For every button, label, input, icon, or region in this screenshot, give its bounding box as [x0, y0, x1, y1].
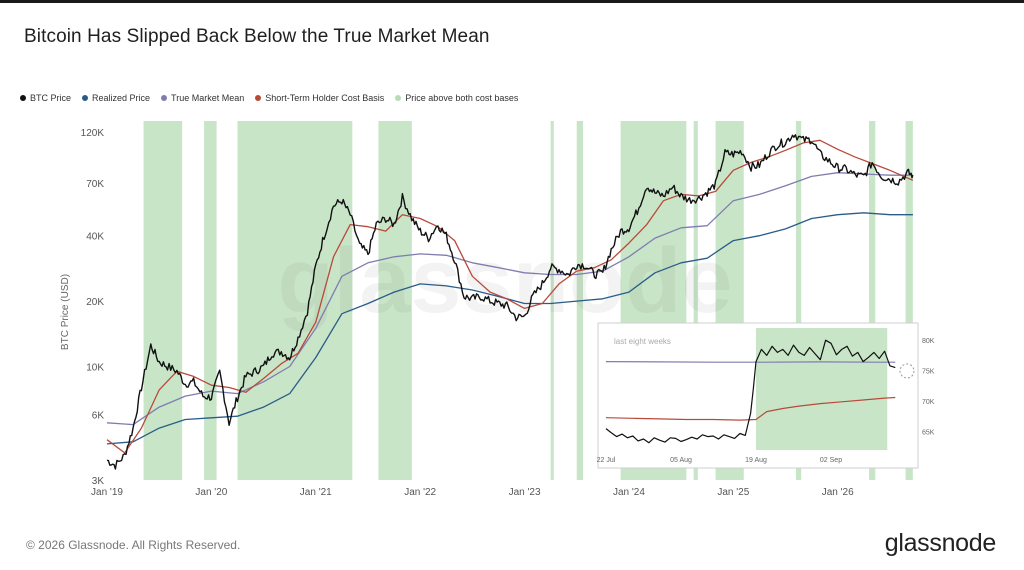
legend-marker-icon — [20, 95, 26, 101]
legend-item[interactable]: True Market Mean — [161, 93, 244, 103]
shaded-region — [237, 121, 353, 480]
x-tick-label: Jan '26 — [822, 487, 854, 498]
inset-y-tick-label: 70K — [922, 399, 935, 406]
legend-item[interactable]: BTC Price — [20, 93, 71, 103]
y-tick-label: 10K — [86, 362, 104, 373]
y-tick-label: 40K — [86, 232, 104, 243]
legend-label: BTC Price — [30, 93, 72, 103]
x-tick-label: Jan '22 — [404, 487, 436, 498]
shaded-region — [550, 121, 554, 480]
inset-y-tick-label: 65K — [922, 430, 935, 437]
inset-series-line — [605, 361, 896, 363]
legend-marker-icon — [395, 95, 402, 101]
inset-shaded-region — [756, 328, 888, 450]
inset-y-tick-label: 80K — [922, 338, 935, 345]
y-tick-label: 120K — [81, 128, 105, 139]
x-tick-label: Jan '25 — [717, 487, 749, 498]
shaded-region — [378, 121, 412, 480]
legend-item[interactable]: Price above both cost bases — [395, 93, 518, 103]
x-tick-label: Jan '20 — [195, 487, 227, 498]
x-tick-label: Jan '24 — [613, 487, 645, 498]
legend-marker-icon — [82, 95, 89, 101]
shaded-region — [869, 121, 876, 480]
legend-label: True Market Mean — [171, 93, 245, 103]
y-tick-label: 70K — [86, 179, 104, 190]
legend-item[interactable]: Realized Price — [82, 93, 150, 103]
inset-x-tick-label: 19 Aug — [745, 457, 767, 464]
x-tick-label: Jan '23 — [509, 487, 541, 498]
shaded-region — [204, 121, 217, 480]
inset-y-tick-label: 75K — [922, 369, 935, 376]
chart-title: Bitcoin Has Slipped Back Below the True … — [24, 26, 490, 47]
inset-title: last eight weeks — [614, 337, 671, 346]
legend-label: Price above both cost bases — [405, 93, 519, 103]
y-tick-label: 3K — [92, 476, 105, 487]
legend-label: Realized Price — [92, 93, 151, 103]
shaded-region — [795, 121, 802, 480]
watermark-text: glassnode — [277, 230, 732, 332]
series-line — [106, 134, 914, 470]
legend: BTC Price Realized Price True Market Mean S… — [20, 93, 518, 103]
y-tick-label: 6K — [92, 411, 105, 422]
inset-chart: 65K 70K 75K 80K 22 Jul 05 Aug 19 Aug 02 Sep las… — [597, 322, 935, 469]
series-line — [106, 212, 913, 445]
shaded-region — [143, 121, 183, 480]
legend-label: Short-Term Holder Cost Basis — [265, 93, 385, 103]
inset-series-line — [605, 396, 896, 421]
x-tick-label: Jan '21 — [300, 487, 332, 498]
main-series-lines — [106, 134, 914, 470]
inset-axis-ticks: 65K 70K 75K 80K 22 Jul 05 Aug 19 Aug 02 Sep — [597, 338, 935, 464]
main-axis-ticks: 3K 6K 10K 20K 40K 70K 120K Jan '19 Jan '20 Jan '2… — [81, 128, 854, 498]
top-border — [0, 0, 1024, 3]
y-tick-label: 20K — [86, 297, 104, 308]
legend-marker-icon — [255, 95, 262, 101]
inset-last-point-marker — [899, 363, 915, 379]
legend-marker-icon — [161, 95, 168, 101]
inset-shaded-regions — [756, 328, 888, 450]
inset-series-line — [605, 339, 896, 444]
shaded-region — [693, 121, 698, 480]
x-tick-label: Jan '19 — [91, 487, 123, 498]
legend-item[interactable]: Short-Term Holder Cost Basis — [255, 93, 384, 103]
shaded-region — [905, 121, 913, 480]
copyright-footer: © 2026 Glassnode. All Rights Reserved. — [26, 538, 241, 552]
inset-x-tick-label: 22 Jul — [597, 457, 616, 464]
inset-x-tick-label: 02 Sep — [820, 457, 842, 464]
inset-x-tick-label: 05 Aug — [670, 457, 692, 464]
brand-logo: glassnode — [884, 529, 997, 557]
y-axis-label: BTC Price (USD) — [60, 274, 71, 350]
inset-series-lines — [605, 339, 896, 444]
